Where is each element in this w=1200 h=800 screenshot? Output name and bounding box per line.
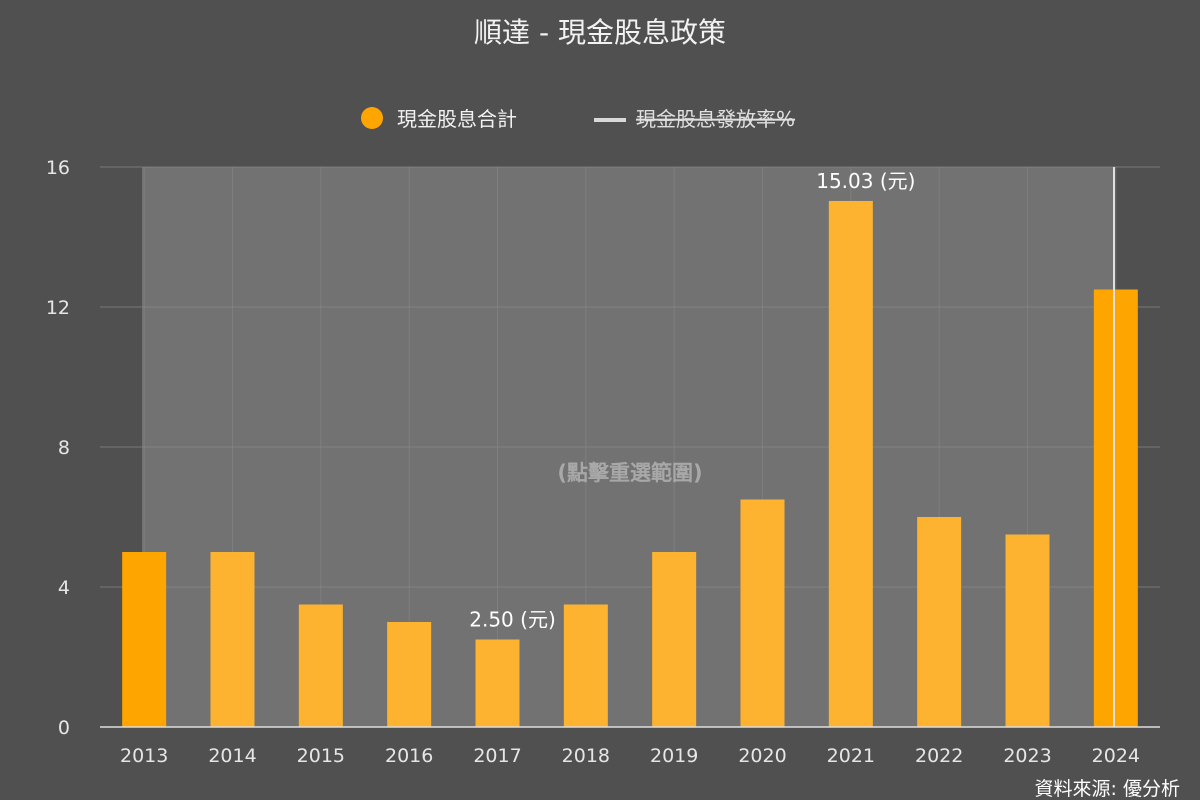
x-tick-label: 2017 (473, 745, 521, 767)
bar-2019[interactable] (652, 552, 697, 727)
x-tick-label: 2023 (1003, 745, 1051, 767)
x-tick-label: 2013 (120, 745, 168, 767)
bar-2020[interactable] (740, 499, 785, 728)
bar-2022[interactable] (917, 517, 962, 727)
y-tick-label: 16 (46, 157, 70, 179)
legend-item-cash-dividend[interactable]: 現金股息合計 (361, 107, 517, 131)
y-tick-label: 0 (58, 717, 70, 739)
x-tick-label: 2021 (827, 745, 875, 767)
legend-item-payout-ratio[interactable]: 現金股息發放率% (594, 107, 795, 131)
data-label: 15.03 (元) (816, 169, 915, 193)
y-axis: 0 4 8 12 16 (46, 157, 70, 739)
x-tick-label: 2015 (297, 745, 345, 767)
bar-2016[interactable] (387, 622, 432, 727)
legend: 現金股息合計 現金股息發放率% (361, 107, 795, 131)
bar-2017[interactable] (475, 639, 520, 728)
y-tick-label: 4 (58, 577, 70, 599)
reset-selection-hint[interactable]: (點擊重選範圍) (557, 461, 702, 485)
source-credit[interactable]: 資料來源: 優分析 (1035, 778, 1180, 800)
x-tick-label: 2018 (562, 745, 610, 767)
bar-2021[interactable] (828, 200, 873, 727)
data-label: 2.50 (元) (469, 608, 556, 632)
bar-2013[interactable] (122, 552, 167, 727)
bar-2015[interactable] (298, 604, 343, 728)
bar-2023[interactable] (1005, 534, 1050, 728)
chart-title: 順達 - 現金股息政策 (474, 16, 726, 49)
legend-marker-circle (361, 107, 383, 129)
x-tick-label: 2019 (650, 745, 698, 767)
legend-label-payout-ratio: 現金股息發放率% (636, 107, 795, 131)
y-tick-label: 8 (58, 437, 70, 459)
y-tick-label: 12 (46, 297, 70, 319)
x-tick-label: 2020 (738, 745, 786, 767)
bar-2024[interactable] (1093, 289, 1138, 728)
x-tick-label: 2022 (915, 745, 963, 767)
data-labels: 2.50 (元) 15.03 (元) (469, 169, 915, 632)
bar-2018[interactable] (563, 604, 608, 728)
x-tick-label: 2024 (1092, 745, 1140, 767)
bars (122, 200, 1138, 728)
x-axis: 2013 2014 2015 2016 2017 2018 2019 2020 2021 2022… (120, 745, 1140, 767)
bar-2014[interactable] (210, 552, 255, 727)
x-tick-label: 2014 (208, 745, 256, 767)
legend-label-cash-dividend: 現金股息合計 (397, 107, 517, 131)
x-tick-label: 2016 (385, 745, 433, 767)
